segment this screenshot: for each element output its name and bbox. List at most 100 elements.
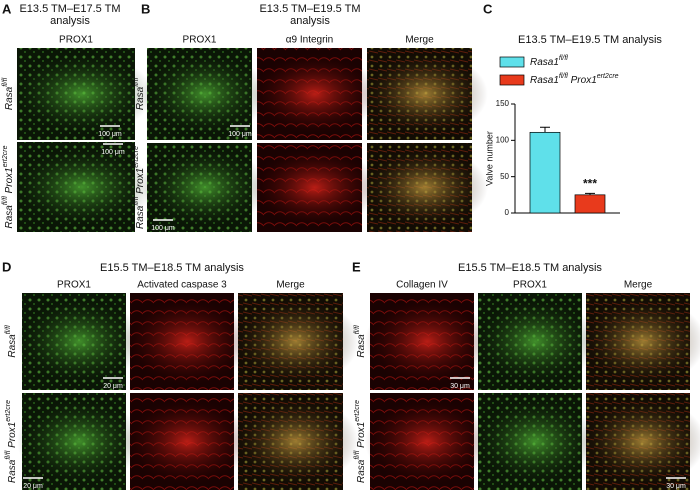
micrograph-signal <box>124 297 250 386</box>
column-label: Merge <box>624 280 653 291</box>
y-tick-label: 50 <box>500 172 509 181</box>
superscript: fl/fl <box>559 55 568 62</box>
gene-name: Rasa <box>356 334 367 358</box>
micrograph-signal <box>141 52 268 136</box>
superscript: fl/fl <box>133 77 140 86</box>
genotype-label: Rasa1fl/fl Prox1ert2cre <box>530 71 619 86</box>
legend-swatch <box>499 74 525 86</box>
bar <box>574 194 606 214</box>
scale-bar-label: 100 μm <box>151 225 175 232</box>
gene-name: Rasa1 <box>530 75 559 86</box>
superscript: fl/fl <box>354 325 361 334</box>
micrograph-signal <box>232 397 359 486</box>
chart-title: E13.5 TM–E19.5 TM analysis <box>518 34 662 46</box>
genotype-label: Rasafl/fl <box>133 77 146 110</box>
superscript: fl/fl <box>2 77 9 86</box>
gene-name: Rasa <box>356 459 367 483</box>
micrograph-signal <box>361 52 488 136</box>
micrograph-signal <box>141 147 268 228</box>
superscript: ert2cre <box>597 73 619 80</box>
micrograph-signal <box>11 146 153 228</box>
column-label: PROX1 <box>183 35 217 46</box>
scale-bar-label: 100 μm <box>98 131 122 138</box>
panel-title: E13.5 TM–E19.5 TM <box>259 3 360 15</box>
micrograph-signal <box>251 52 378 136</box>
scale-bar-label: 20 μm <box>103 383 123 390</box>
scale-bar-label: 30 μm <box>450 383 470 390</box>
y-tick-label: 150 <box>496 99 510 108</box>
superscript: fl/fl <box>559 73 568 80</box>
micrograph-signal <box>11 52 153 136</box>
genotype-label: Rasa1fl/fl <box>530 55 568 68</box>
scale-bar-label: 20 μm <box>23 483 43 490</box>
micrograph-signal <box>361 147 488 228</box>
column-label: PROX1 <box>57 280 91 291</box>
micrograph-signal <box>580 397 700 486</box>
panel-title: E13.5 TM–E17.5 TM <box>19 3 120 15</box>
panel-letter: B <box>141 1 150 16</box>
superscript: fl/fl <box>2 196 9 205</box>
column-label: Collagen IV <box>396 280 448 291</box>
panel-letter: D <box>2 259 11 274</box>
gene-name: Rasa <box>135 205 146 229</box>
gene-name: Prox1 <box>356 422 367 448</box>
gene-name: Rasa <box>7 459 18 483</box>
micrograph-signal <box>232 297 359 386</box>
micrograph-signal <box>364 397 490 486</box>
scale-bar-label: 30 μm <box>666 483 686 490</box>
gene-name: Prox1 <box>135 168 146 194</box>
gene-name: Rasa1 <box>530 57 559 68</box>
superscript: ert2cre <box>2 145 9 167</box>
superscript: fl/fl <box>133 196 140 205</box>
micrograph-signal <box>251 147 378 228</box>
panel-title: analysis <box>50 15 90 27</box>
genotype-label: Rasafl/fl Prox1ert2cre <box>352 400 367 483</box>
genotype-label: Rasafl/fl Prox1ert2cre <box>3 400 18 483</box>
superscript: fl/fl <box>5 325 12 334</box>
panel-letter: A <box>2 1 12 16</box>
superscript: ert2cre <box>354 400 361 422</box>
panel-letter: E <box>352 259 361 274</box>
superscript: fl/fl <box>354 450 361 459</box>
gene-name: Prox1 <box>4 167 15 193</box>
genotype-label: Rasafl/fl Prox1ert2cre <box>131 146 146 229</box>
panel-letter: C <box>483 1 493 16</box>
scale-bar-label: 100 μm <box>228 131 252 138</box>
scale-bar-label: 100 μm <box>101 149 125 156</box>
y-axis-label: Valve number <box>484 131 494 186</box>
bar <box>529 131 561 214</box>
micrograph-signal <box>16 297 142 386</box>
column-label: PROX1 <box>59 35 93 46</box>
gene-name: Rasa <box>4 205 15 229</box>
column-label: Activated caspase 3 <box>137 280 227 291</box>
genotype-label: Rasafl/fl Prox1ert2cre <box>0 145 15 228</box>
y-tick-label: 100 <box>496 135 510 144</box>
genotype-label: Rasafl/fl <box>2 77 15 110</box>
significance-annotation: *** <box>583 177 597 191</box>
micrograph-signal <box>364 297 490 386</box>
gene-name: Prox1 <box>7 422 18 448</box>
column-label: Merge <box>405 35 434 46</box>
micrograph-signal <box>580 297 700 386</box>
superscript: fl/fl <box>5 450 12 459</box>
micrograph-signal <box>472 297 598 386</box>
superscript: ert2cre <box>5 400 12 422</box>
panel-title: E15.5 TM–E18.5 TM analysis <box>458 262 602 274</box>
panel-title: E15.5 TM–E18.5 TM analysis <box>100 262 244 274</box>
gene-name: Rasa <box>7 334 18 358</box>
gene-name: Rasa <box>135 86 146 110</box>
column-label: PROX1 <box>513 280 547 291</box>
genotype-label: Rasafl/fl <box>354 325 367 358</box>
superscript: ert2cre <box>133 146 140 168</box>
gene-name: Prox1 <box>571 75 597 86</box>
micrograph-signal <box>124 397 250 486</box>
gene-name: Rasa <box>4 86 15 110</box>
y-tick-label: 0 <box>505 208 510 217</box>
genotype-label: Rasafl/fl <box>5 325 18 358</box>
micrograph-signal <box>16 397 142 486</box>
column-label: Merge <box>276 280 305 291</box>
legend-swatch <box>499 56 525 68</box>
panel-title: analysis <box>290 15 330 27</box>
micrograph-signal <box>472 397 598 486</box>
